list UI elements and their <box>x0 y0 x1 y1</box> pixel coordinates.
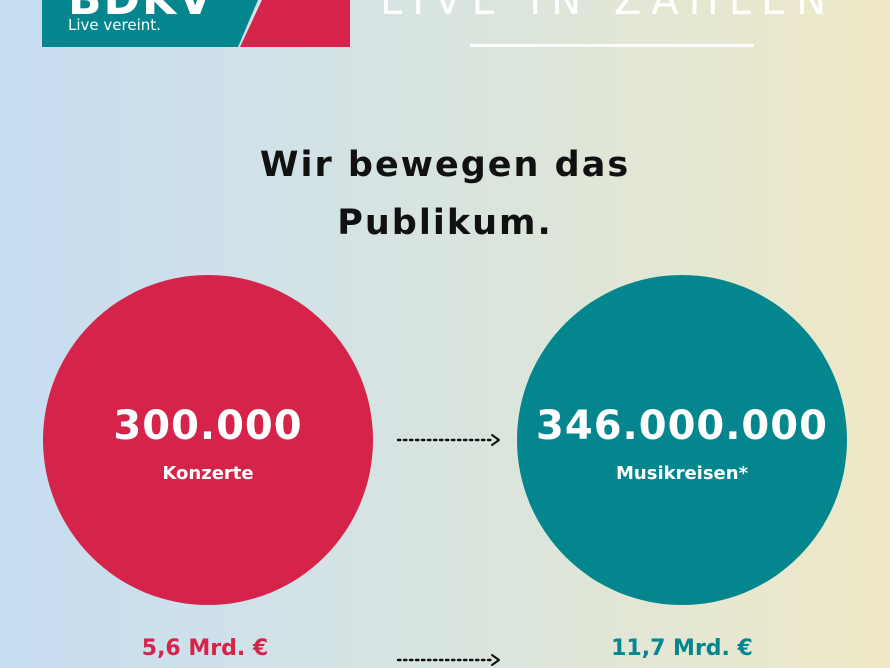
page-title: LIVE IN ZAHLEN <box>380 0 837 24</box>
music-trips-value: 346.000.000 <box>536 402 828 449</box>
concerts-label: Konzerte <box>162 462 254 484</box>
headline-line-2: Publikum. <box>337 203 553 243</box>
music-trips-revenue: 11,7 Mrd. € <box>611 636 753 661</box>
concerts-revenue: 5,6 Mrd. € <box>141 636 269 661</box>
dotted-arrow-right-icon <box>396 654 500 666</box>
bdkv-logo: BDKV Live vereint. <box>42 0 350 47</box>
headline: Wir bewegen das Publikum. <box>0 136 890 252</box>
logo-wordmark: BDKV <box>68 0 214 25</box>
music-trips-stat-circle: 346.000.000 Musikreisen* <box>517 275 847 605</box>
music-trips-label: Musikreisen* <box>616 462 748 484</box>
logo-tagline: Live vereint. <box>68 16 161 34</box>
concerts-stat-circle: 300.000 Konzerte <box>43 275 373 605</box>
title-underline <box>470 44 754 47</box>
logo-shape <box>42 0 350 47</box>
concerts-value: 300.000 <box>113 402 303 449</box>
dotted-arrow-right-icon <box>396 434 500 446</box>
headline-line-1: Wir bewegen das <box>259 145 631 185</box>
